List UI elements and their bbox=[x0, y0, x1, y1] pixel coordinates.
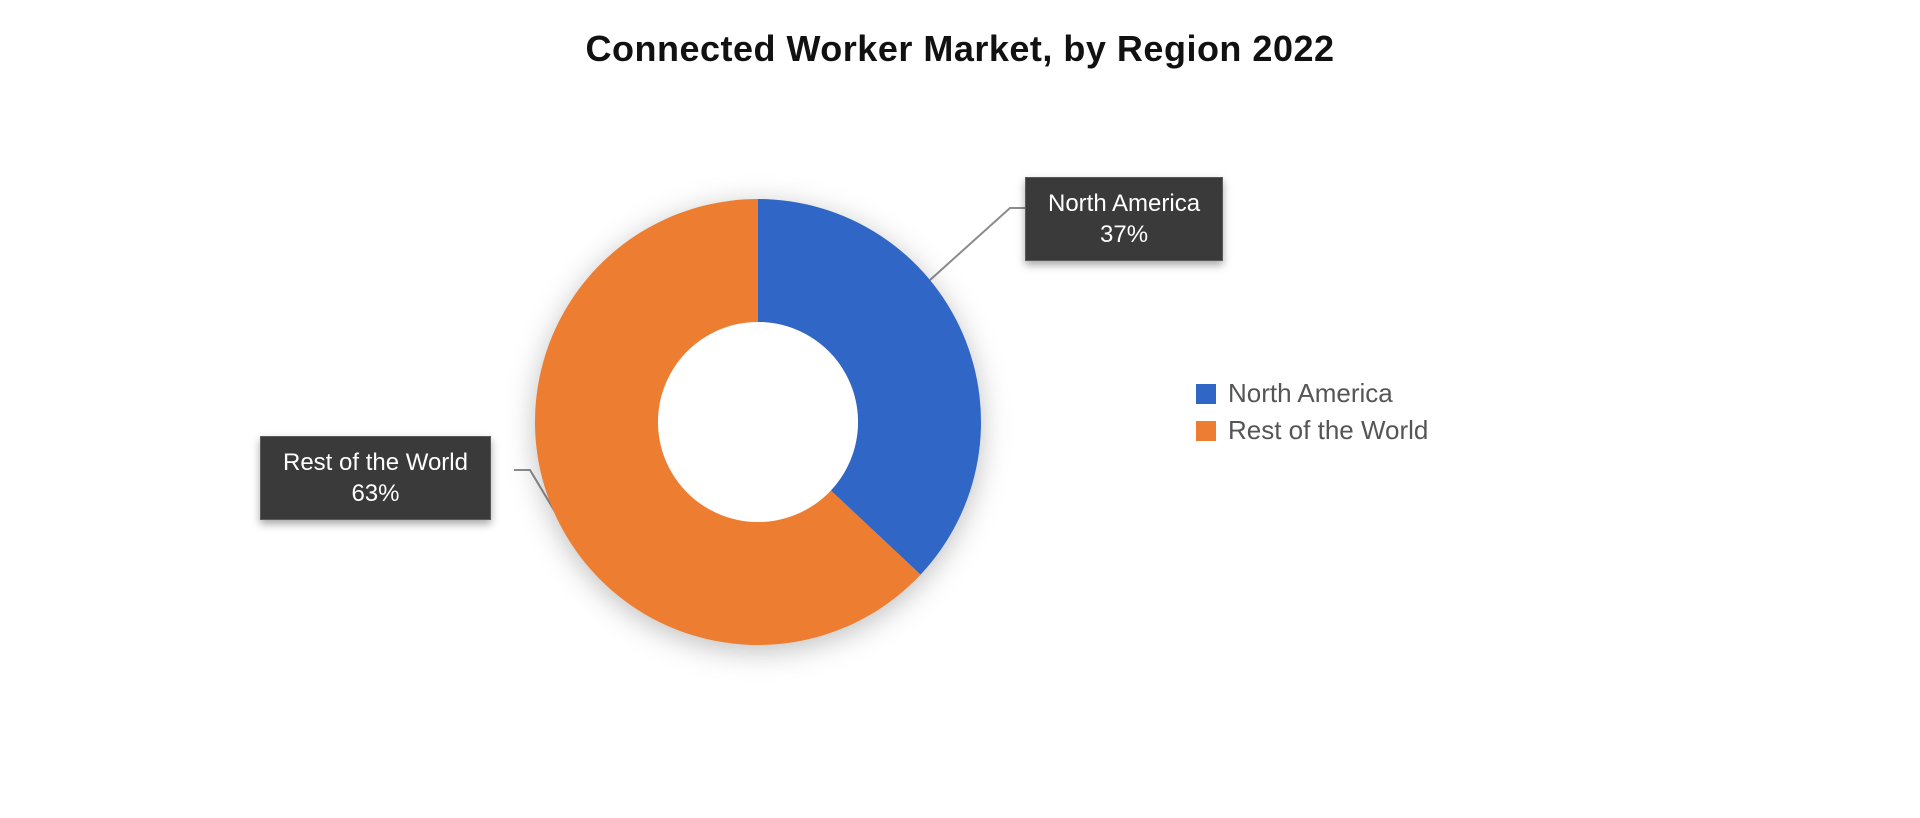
callout-value: 37% bbox=[1048, 219, 1200, 250]
donut-chart bbox=[535, 199, 981, 650]
callout-value: 63% bbox=[283, 478, 468, 509]
chart-stage: Connected Worker Market, by Region 2022 … bbox=[0, 0, 1920, 818]
legend-label: North America bbox=[1228, 378, 1393, 409]
legend-item: North America bbox=[1196, 378, 1428, 409]
legend: North America Rest of the World bbox=[1196, 372, 1428, 452]
donut-hole bbox=[658, 322, 858, 522]
callout-box: North America37% bbox=[1025, 177, 1223, 261]
callout-label: North America bbox=[1048, 188, 1200, 219]
callout-box: Rest of the World63% bbox=[260, 436, 491, 520]
legend-item: Rest of the World bbox=[1196, 415, 1428, 446]
legend-swatch bbox=[1196, 384, 1216, 404]
callout-label: Rest of the World bbox=[283, 447, 468, 478]
legend-label: Rest of the World bbox=[1228, 415, 1428, 446]
legend-swatch bbox=[1196, 421, 1216, 441]
